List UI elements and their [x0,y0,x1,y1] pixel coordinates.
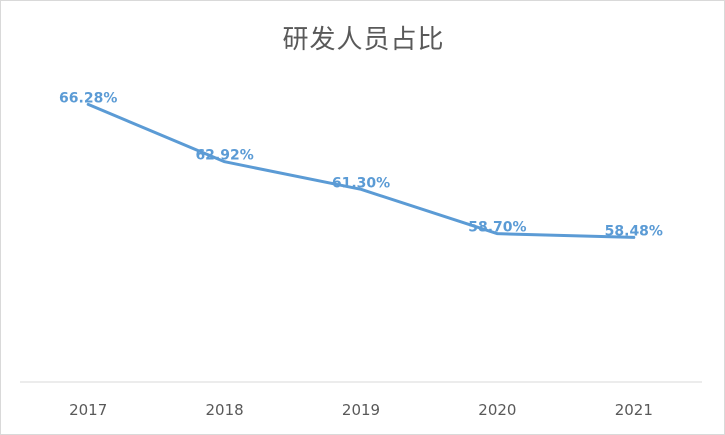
data-label: 66.28% [59,90,117,106]
x-tick-label: 2017 [69,401,107,419]
chart-title: 研发人员占比 [282,25,445,55]
x-tick-label: 2018 [206,401,244,419]
data-labels: 66.28% 62.92% 61.30% 58.70% 58.48% [59,90,663,239]
data-label: 61.30% [332,175,390,191]
series-line [86,102,636,239]
x-tick-label: 2021 [615,401,653,419]
x-tick-label: 2020 [478,401,516,419]
series-layer [86,102,636,239]
data-label: 58.70% [468,220,526,236]
data-label: 58.48% [605,223,663,239]
x-axis-ticks: 2017 2018 2019 2020 2021 [69,401,653,419]
data-label: 62.92% [195,148,253,164]
x-tick-label: 2019 [342,401,380,419]
